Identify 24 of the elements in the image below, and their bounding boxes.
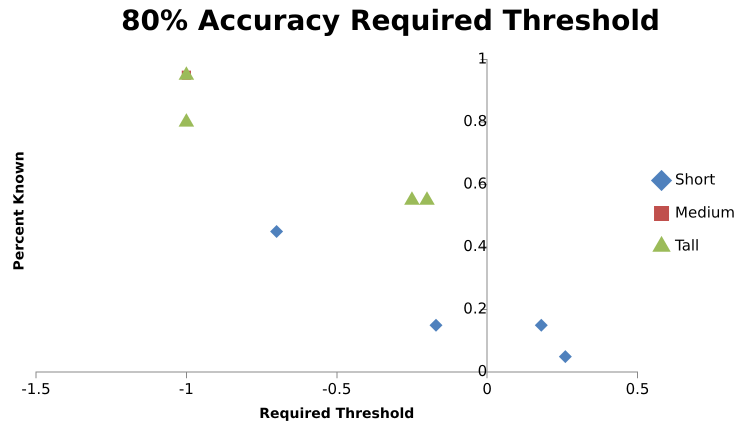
legend-label: Tall: [674, 236, 700, 254]
point: [270, 225, 284, 238]
y-tick-label: 0: [478, 362, 488, 380]
point: [404, 191, 420, 205]
y-tick-label: 1: [478, 49, 488, 68]
chart-title: 80% Accuracy Required Threshold: [121, 4, 660, 38]
point: [558, 350, 572, 364]
y-tick-label: 0.6: [463, 174, 488, 193]
x-axis-title: Required Threshold: [259, 406, 414, 422]
x-tick-label: -0.5: [322, 380, 352, 398]
point: [178, 66, 194, 80]
legend-label: Medium: [675, 203, 736, 222]
point: [534, 318, 548, 332]
y-tick-label: 0.8: [463, 112, 488, 130]
x-tick-label: -1.5: [21, 380, 51, 398]
legend-label: Short: [675, 170, 716, 188]
point: [178, 113, 194, 127]
point: [430, 318, 443, 332]
x-tick-label: -1: [178, 380, 194, 398]
y-tick-label: 0.2: [463, 300, 488, 318]
y-tick-label: 0.4: [463, 237, 488, 256]
y-axis-title: Percent Known: [12, 151, 28, 271]
point: [419, 191, 435, 205]
x-tick-label: 0.5: [626, 380, 650, 398]
